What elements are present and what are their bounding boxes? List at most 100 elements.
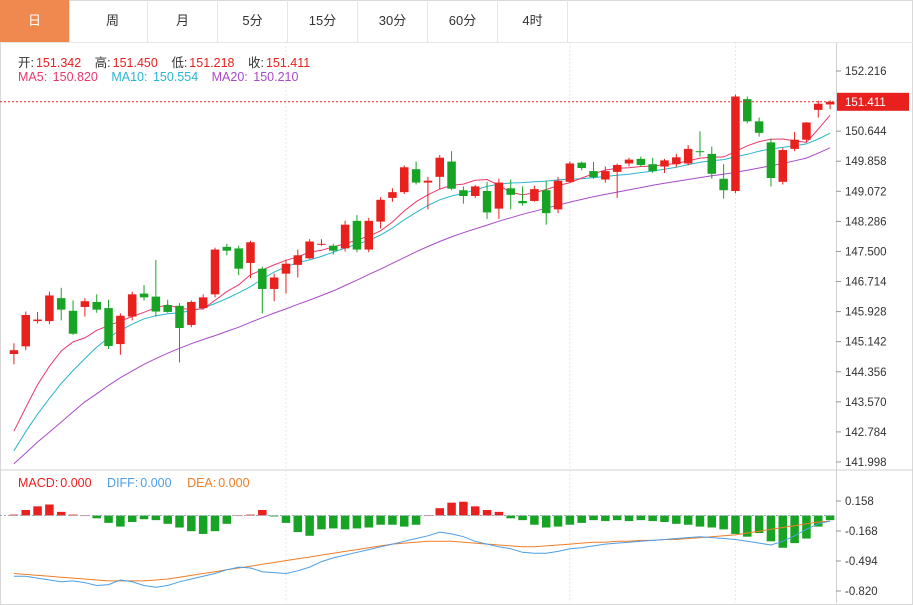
candle (80, 298, 90, 317)
candle (293, 249, 303, 278)
tab-15min[interactable]: 15分 (288, 0, 358, 42)
macd-bar (388, 515, 397, 525)
candle-body (435, 157, 445, 177)
macd-label: MACD: (18, 476, 59, 490)
candle-body (825, 101, 835, 105)
candle-body (612, 164, 622, 172)
macd-bar (813, 515, 823, 527)
price-tick-label: 141.998 (845, 457, 887, 469)
candle (612, 163, 622, 198)
macd-tick-label: -0.494 (845, 556, 878, 568)
candle (234, 245, 243, 276)
ma20-label: MA20: (211, 70, 248, 84)
macd-bar (293, 515, 303, 533)
candle-body (589, 171, 598, 178)
dea-label: DEA: (187, 476, 217, 490)
macd-bar (636, 515, 646, 521)
ma5-label: MA5: (18, 70, 48, 84)
macd-bar (305, 515, 314, 536)
macd-bar (565, 515, 575, 525)
macd-bar (163, 515, 172, 524)
macd-bar (423, 515, 433, 517)
candle (766, 138, 776, 187)
macd-bar (553, 515, 563, 527)
price-tick-label: 142.784 (845, 427, 887, 439)
candle-body (766, 142, 776, 178)
candle (281, 259, 291, 294)
price-tick-label: 147.500 (845, 246, 887, 258)
candle-body (399, 167, 409, 193)
macd-bar (258, 510, 267, 516)
candle (198, 294, 208, 310)
candle-body (293, 255, 303, 265)
candle-body (45, 295, 54, 322)
candle (624, 157, 634, 167)
macd-tick-label: 0.158 (845, 496, 874, 508)
diff-label: DIFF: (107, 476, 139, 490)
candle (352, 215, 362, 253)
candle (553, 176, 563, 214)
candle-body (68, 310, 78, 334)
macd-bar (601, 515, 610, 522)
tab-week[interactable]: 周 (78, 0, 148, 42)
candle-body (329, 245, 338, 251)
tab-30min[interactable]: 30分 (358, 0, 428, 42)
macd-bar (175, 515, 184, 528)
macd-bar (33, 506, 42, 516)
macd-bar (222, 515, 232, 524)
candle (45, 291, 54, 325)
candle-body (719, 178, 728, 191)
candle-body (234, 248, 243, 269)
candle-body (624, 159, 634, 164)
candle (411, 161, 421, 185)
tab-month[interactable]: 月 (148, 0, 218, 42)
candle (175, 303, 184, 363)
macd-bar (766, 515, 776, 542)
price-axis: 152.216 150.644 149.858 149.072 148.286 147.5… (836, 66, 887, 469)
macd-bar (317, 515, 326, 530)
candle (707, 146, 717, 179)
tab-day[interactable]: 日 (0, 0, 70, 42)
ma5-line (13, 114, 831, 432)
macd-bar (754, 515, 764, 534)
candle (258, 266, 267, 314)
macd-bar (589, 515, 598, 521)
tab-4hour[interactable]: 4时 (498, 0, 568, 42)
candle-body (423, 180, 433, 183)
candle (305, 239, 314, 260)
candle (376, 197, 385, 229)
tab-5min[interactable]: 5分 (218, 0, 288, 42)
candle-body (459, 190, 468, 196)
candle-body (601, 171, 610, 180)
candle (636, 156, 646, 167)
candle (9, 343, 19, 365)
candle (21, 311, 31, 351)
candle-body (707, 153, 717, 174)
macd-bar (92, 515, 101, 519)
candle-body (802, 122, 811, 140)
macd-bar (376, 515, 385, 525)
candle-body (743, 99, 752, 122)
ma10-line (13, 132, 831, 452)
candle (719, 164, 728, 199)
macd-bar (281, 515, 291, 523)
candle-body (187, 301, 196, 325)
last-price-marker: 151.411 (0, 92, 909, 111)
macd-bar (530, 515, 539, 525)
candle (340, 220, 350, 252)
candle-body (222, 246, 232, 251)
candle (648, 157, 657, 174)
macd-bar (778, 515, 788, 548)
macd-bar (116, 515, 125, 527)
candle (754, 117, 764, 137)
candle-body (636, 158, 646, 165)
candle-body (364, 220, 374, 250)
candle-body (175, 305, 184, 328)
macd-bar (707, 515, 717, 528)
candle-body (518, 200, 527, 204)
high-value: 151.450 (112, 56, 158, 70)
macd-bar (790, 515, 799, 544)
macd-bar (470, 506, 480, 516)
candle (482, 181, 492, 219)
tab-60min[interactable]: 60分 (428, 0, 498, 42)
